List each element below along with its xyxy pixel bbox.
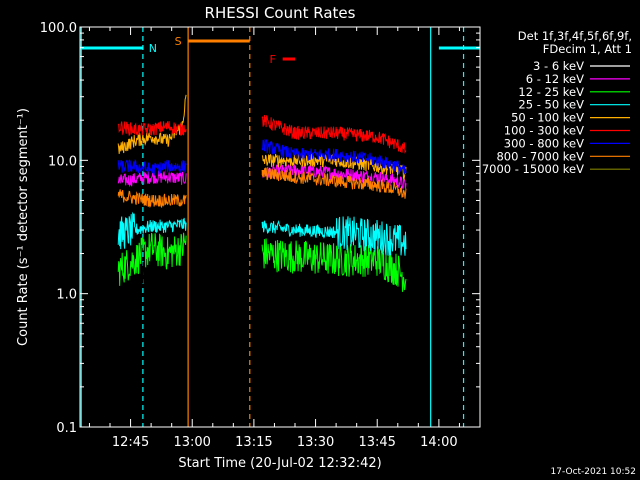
y-axis-label: Count Rate (s⁻¹ detector segment⁻¹) bbox=[16, 108, 31, 346]
series-line-7-1 bbox=[261, 167, 407, 199]
x-tick-label: 13:15 bbox=[235, 435, 272, 450]
series-line-2-1 bbox=[261, 238, 407, 292]
x-tick-label: 14:00 bbox=[420, 435, 457, 450]
x-tick-label: 13:30 bbox=[297, 435, 334, 450]
chart-title: RHESSI Count Rates bbox=[205, 4, 356, 22]
flag-label-n: N bbox=[149, 42, 157, 55]
x-tick-label: 13:45 bbox=[358, 435, 395, 450]
legend-label: 25 - 50 keV bbox=[518, 98, 584, 112]
y-tick-label: 100.0 bbox=[40, 21, 77, 36]
legend-header-line2: FDecim 1, Att 1 bbox=[543, 42, 632, 56]
series-line-0-1 bbox=[261, 255, 407, 319]
x-axis-label: Start Time (20-Jul-02 12:32:42) bbox=[178, 456, 381, 471]
flag-label-f: F bbox=[270, 53, 276, 66]
legend-label: 6 - 12 keV bbox=[526, 72, 584, 86]
legend-label: 100 - 300 keV bbox=[504, 124, 584, 138]
legend: Det 1f,3f,4f,5f,6f,9f, FDecim 1, Att 1 3… bbox=[482, 29, 632, 176]
x-tick-label: 13:00 bbox=[173, 435, 210, 450]
plot-frame bbox=[79, 26, 481, 428]
series-line-6-1 bbox=[261, 138, 407, 175]
series-line-5-0 bbox=[117, 121, 187, 137]
y-tick-label: 10.0 bbox=[48, 154, 77, 169]
attenuator-flags: N S F bbox=[80, 27, 480, 427]
y-axis: 0.1 1.0 10.0 100.0 bbox=[40, 21, 480, 436]
series-line-3-0 bbox=[117, 211, 187, 250]
series-line-5-1 bbox=[261, 114, 407, 154]
legend-label: 12 - 25 keV bbox=[518, 85, 584, 99]
legend-header-line1: Det 1f,3f,4f,5f,6f,9f, bbox=[518, 29, 632, 43]
legend-label: 7000 - 15000 keV bbox=[482, 162, 584, 176]
legend-label: 300 - 800 keV bbox=[504, 136, 584, 150]
series-line-2-0 bbox=[117, 232, 187, 286]
y-tick-label: 1.0 bbox=[56, 288, 77, 303]
legend-label: 3 - 6 keV bbox=[533, 59, 584, 73]
series-line-7-0 bbox=[117, 189, 187, 209]
timestamp: 17-Oct-2021 10:52 bbox=[551, 467, 636, 477]
legend-label: 50 - 100 keV bbox=[511, 111, 584, 125]
flag-label-s: S bbox=[175, 35, 182, 48]
series-line-3-1 bbox=[261, 216, 407, 256]
x-tick-label: 12:45 bbox=[112, 435, 149, 450]
x-axis: 12:45 13:00 13:15 13:30 13:45 14:00 bbox=[88, 27, 460, 450]
series-line-1-0 bbox=[117, 170, 187, 188]
y-tick-label: 0.1 bbox=[56, 421, 77, 436]
series-line-6-0 bbox=[117, 159, 187, 176]
legend-label: 800 - 7000 keV bbox=[496, 149, 584, 163]
series-lines bbox=[117, 94, 407, 319]
